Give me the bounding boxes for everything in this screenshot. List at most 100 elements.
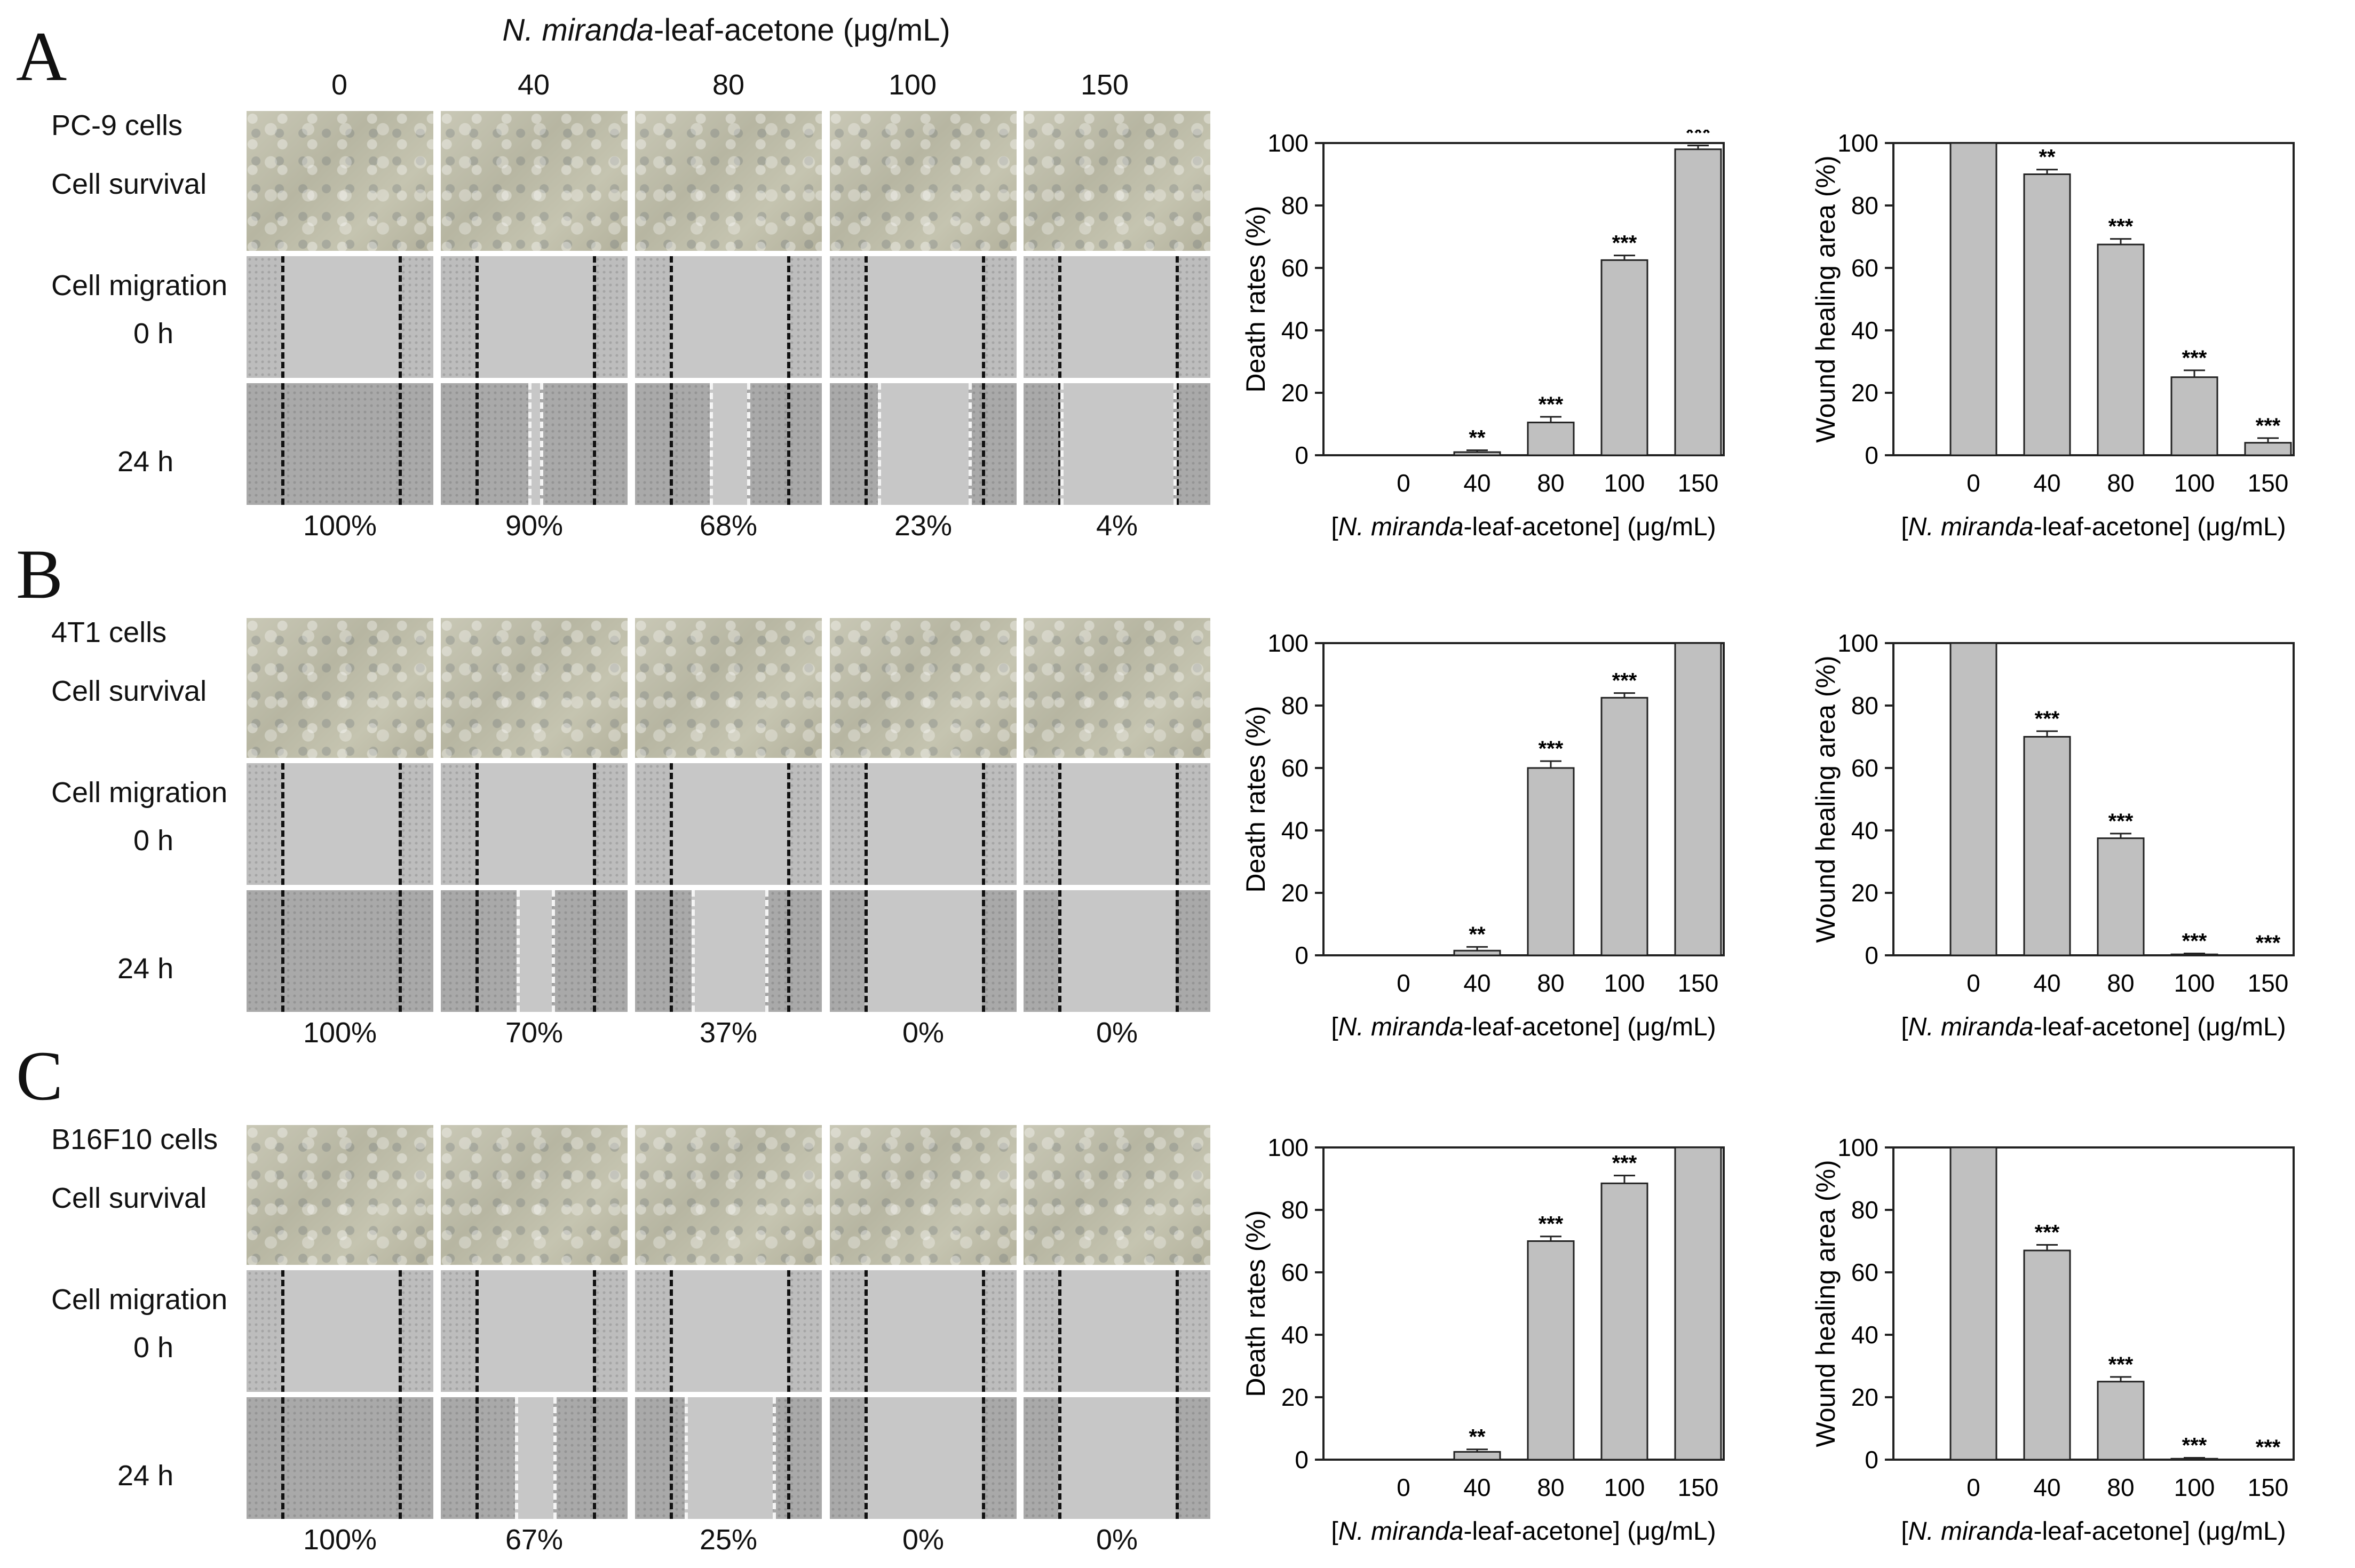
- y-tick-label-c-wound-80: 80: [1851, 1196, 1878, 1224]
- survival-label-a: Cell survival: [51, 168, 207, 200]
- y-tick-label-b-wound-80: 80: [1851, 692, 1878, 719]
- x-tick-label-c-death-80: 80: [1537, 1474, 1564, 1501]
- concentration-label-150: 150: [1080, 69, 1129, 101]
- wound-edge-right-b-1-1: [593, 763, 596, 885]
- significance-c-death-40: **: [1469, 1426, 1486, 1449]
- wound-front-left-a-4: [1060, 383, 1064, 505]
- wound-gap-c-1-4: [1058, 1270, 1176, 1392]
- micrograph-b-migration-24h-1: [441, 890, 628, 1012]
- x-tick-label-c-wound-100: 100: [2174, 1474, 2215, 1501]
- wound-edge-left-c-2-0: [281, 1397, 284, 1519]
- bar-a-wound-100: [2170, 376, 2218, 456]
- y-tick-label-a-wound-100: 100: [1837, 130, 1878, 157]
- bar-a-wound-0: [1949, 142, 1997, 456]
- wound-edge-right-a-1-3: [982, 256, 985, 378]
- wound-edge-right-a-1-0: [399, 256, 402, 378]
- wound-edge-left-a-2-2: [670, 383, 673, 505]
- h0-label-b: 0 h: [133, 825, 174, 857]
- y-tick-label-b-wound-40: 40: [1851, 817, 1878, 844]
- concentration-label-40: 40: [517, 69, 550, 101]
- y-tick-label-c-wound-0: 0: [1865, 1446, 1878, 1474]
- wound-edge-right-c-2-2: [787, 1397, 790, 1519]
- wound-edge-left-c-1-2: [670, 1270, 673, 1392]
- healing-percent-b-3: 0%: [902, 1017, 945, 1049]
- bar-b-death-40: [1453, 949, 1501, 956]
- wound-edge-left-b-2-1: [475, 890, 479, 1012]
- plot-frame-c-wound: [1892, 1146, 2295, 1461]
- wound-edge-left-b-1-4: [1058, 763, 1061, 885]
- micrograph-b-survival-2: [635, 618, 822, 758]
- significance-a-wound-40: **: [2039, 146, 2056, 169]
- wound-edge-left-a-2-0: [281, 383, 284, 505]
- wound-edge-left-b-1-2: [670, 763, 673, 885]
- micrograph-a-migration-0h-4: [1024, 256, 1210, 378]
- micrograph-b-migration-0h-2: [635, 763, 822, 885]
- significance-c-death-80: ***: [1539, 1213, 1564, 1236]
- y-axis-label-a-death: Death rates (%): [1241, 205, 1271, 392]
- x-tick-label-a-wound-0: 0: [1967, 469, 1980, 497]
- x-tick-label-c-wound-40: 40: [2033, 1474, 2060, 1501]
- x-tick-label-a-wound-80: 80: [2107, 469, 2134, 497]
- micrograph-a-migration-0h-2: [635, 256, 822, 378]
- significance-a-wound-80: ***: [2108, 215, 2134, 239]
- wound-gap-b-1-2: [670, 763, 787, 885]
- concentration-label-80: 80: [712, 69, 745, 101]
- micrograph-b-migration-24h-0: [247, 890, 433, 1012]
- significance-a-death-80: ***: [1539, 393, 1564, 416]
- wound-gap-b-1-1: [475, 763, 593, 885]
- wound-front-right-a-2: [747, 383, 751, 505]
- healing-percent-b-0: 100%: [303, 1017, 377, 1049]
- y-axis-label-c-wound: Wound healing area (%): [1811, 1160, 1841, 1447]
- wound-front-right-b-1: [552, 890, 555, 1012]
- wound-edge-left-b-1-3: [865, 763, 868, 885]
- x-tick-label-b-wound-40: 40: [2033, 969, 2060, 997]
- significance-c-wound-100: ***: [2182, 1434, 2207, 1457]
- significance-b-death-80: ***: [1539, 737, 1564, 761]
- micrograph-c-migration-24h-0: [247, 1397, 433, 1519]
- y-tick-label-a-death-20: 20: [1281, 379, 1309, 407]
- y-tick-label-c-death-40: 40: [1281, 1321, 1309, 1349]
- micrograph-b-migration-24h-2: [635, 890, 822, 1012]
- wound-edge-right-c-2-0: [399, 1397, 402, 1519]
- bar-c-death-100: [1600, 1182, 1648, 1461]
- wound-edge-right-c-1-1: [593, 1270, 596, 1392]
- wound-gap-a-2-3: [878, 383, 969, 505]
- x-axis-label-b-wound: [N. miranda-leaf-acetone] (μg/mL): [1901, 1013, 2286, 1041]
- y-tick-label-b-death-20: 20: [1281, 879, 1309, 907]
- x-tick-label-c-wound-0: 0: [1967, 1474, 1980, 1501]
- healing-percent-a-4: 4%: [1096, 510, 1138, 542]
- wound-edge-right-c-2-4: [1176, 1397, 1179, 1519]
- significance-b-wound-100: ***: [2182, 929, 2207, 953]
- x-axis-label-a-death: [N. miranda-leaf-acetone] (μg/mL): [1331, 513, 1716, 541]
- wound-gap-c-1-0: [281, 1270, 399, 1392]
- micrograph-a-survival-1: [441, 111, 628, 251]
- wound-edge-right-b-2-2: [787, 890, 790, 1012]
- wound-edge-right-a-1-1: [593, 256, 596, 378]
- plot-frame-b-wound: [1892, 642, 2295, 956]
- panel-letter-a: A: [16, 17, 67, 96]
- wound-edge-left-a-1-1: [475, 256, 479, 378]
- wound-edge-left-a-2-1: [475, 383, 479, 505]
- bar-c-wound-80: [2097, 1381, 2145, 1461]
- wound-front-left-b-2: [691, 890, 695, 1012]
- x-tick-label-b-wound-0: 0: [1967, 969, 1980, 997]
- bar-c-wound-40: [2023, 1249, 2071, 1461]
- x-tick-label-a-death-0: 0: [1397, 469, 1410, 497]
- micrograph-c-migration-24h-1: [441, 1397, 628, 1519]
- micrograph-a-migration-24h-3: [830, 383, 1017, 505]
- x-axis-label-c-wound: [N. miranda-leaf-acetone] (μg/mL): [1901, 1517, 2286, 1546]
- healing-percent-a-2: 68%: [699, 510, 758, 542]
- wound-front-left-c-2: [684, 1397, 688, 1519]
- wound-edge-left-a-1-2: [670, 256, 673, 378]
- migration-label-c: Cell migration: [51, 1284, 228, 1316]
- y-tick-label-c-death-80: 80: [1281, 1196, 1309, 1224]
- wound-front-left-a-2: [709, 383, 713, 505]
- x-tick-label-a-wound-100: 100: [2174, 469, 2215, 497]
- micrograph-a-migration-0h-3: [830, 256, 1017, 378]
- wound-edge-right-c-1-4: [1176, 1270, 1179, 1392]
- micrograph-c-migration-0h-0: [247, 1270, 433, 1392]
- wound-edge-right-a-2-2: [787, 383, 790, 505]
- healing-percent-c-1: 67%: [505, 1524, 564, 1556]
- wound-edge-right-c-1-0: [399, 1270, 402, 1392]
